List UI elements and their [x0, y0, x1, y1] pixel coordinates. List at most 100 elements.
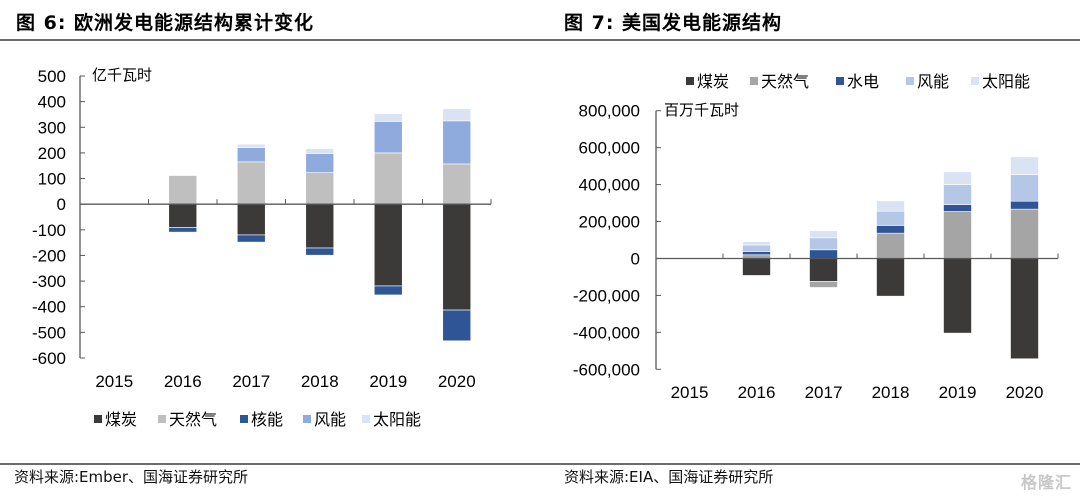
- x-tick-label: 2020: [1006, 383, 1044, 402]
- legend-label: 水电: [847, 72, 879, 91]
- legend-label: 风能: [917, 72, 949, 91]
- y-tick-label: -400: [32, 298, 66, 317]
- legend-swatch: [836, 77, 844, 85]
- legend-swatch: [240, 415, 248, 423]
- bar-segment: [742, 244, 771, 252]
- y-tick-label: 0: [631, 249, 640, 268]
- legend-label: 风能: [314, 410, 346, 429]
- bar-segment: [943, 204, 972, 212]
- y-tick-label: 100: [38, 170, 66, 189]
- bar-segment: [236, 161, 266, 205]
- y-tick-label: 500: [38, 67, 66, 86]
- legend-label: 煤炭: [105, 410, 137, 429]
- bar-segment: [442, 203, 472, 311]
- unit-label: 百万千瓦时: [664, 101, 739, 119]
- unit-label: 亿千瓦时: [92, 66, 152, 84]
- x-tick-label: 2016: [738, 383, 776, 402]
- figure-6-title: 图 6: 欧洲发电能源结构累计变化: [16, 12, 315, 34]
- y-tick-label: -100: [32, 221, 66, 240]
- y-tick-label: -600,000: [573, 360, 640, 379]
- bar-segment: [943, 171, 972, 185]
- x-tick-label: 2017: [805, 383, 843, 402]
- title-rule-left: [0, 39, 540, 41]
- source-note-left: 资料来源:Ember、国海证券研究所: [14, 468, 249, 486]
- bar-segment: [373, 203, 403, 287]
- y-tick-label: -600: [32, 349, 66, 368]
- bar-segment: [742, 258, 771, 276]
- y-tick-label: 400: [38, 93, 66, 112]
- source-rule-right: [540, 463, 1080, 465]
- bar-segment: [236, 203, 266, 236]
- bar-segment: [168, 174, 198, 176]
- x-tick-label: 2016: [164, 372, 202, 391]
- y-tick-label: 400,000: [579, 176, 640, 195]
- bar-segment: [305, 203, 335, 249]
- us-energy-structure-chart: 800,000 600,000 400,000 200,000 0 -200,000 -40…: [573, 72, 1059, 402]
- legend-label: 天然气: [761, 72, 809, 91]
- bar-segment: [442, 309, 472, 342]
- bar-segment: [876, 210, 905, 226]
- bar-segment: [943, 184, 972, 205]
- legend-swatch: [750, 77, 758, 85]
- bar-segment: [168, 227, 198, 233]
- legend-label: 太阳能: [982, 72, 1030, 91]
- europe-energy-change-chart: 500 400 300 200 100 0 -100 -200 -300 -400 -500 -600…: [32, 66, 492, 429]
- y-tick-label: 0: [57, 195, 66, 214]
- title-rule-right: [540, 39, 1080, 41]
- figure-7-title: 图 7: 美国发电能源结构: [564, 12, 783, 34]
- legend-swatch: [362, 415, 370, 423]
- legend-label: 煤炭: [697, 72, 729, 91]
- bar-segment: [809, 249, 838, 259]
- x-tick-label: 2019: [369, 372, 407, 391]
- bar-segment: [442, 163, 472, 205]
- bar-segment: [876, 258, 905, 297]
- bar-segment: [876, 225, 905, 234]
- legend-swatch: [94, 415, 102, 423]
- bar-segment: [1010, 258, 1039, 360]
- bar-segment: [809, 258, 838, 282]
- bar-segment: [1010, 200, 1039, 210]
- y-tick-label: -500: [32, 323, 66, 342]
- bar-segment: [305, 172, 335, 205]
- y-tick-label: -200: [32, 246, 66, 265]
- bar-segment: [742, 241, 771, 246]
- bar-segment: [1010, 174, 1039, 202]
- bar-segment: [305, 148, 335, 154]
- bar-segment: [742, 251, 771, 256]
- y-tick-label: 300: [38, 118, 66, 137]
- bar-segment: [305, 247, 335, 256]
- x-tick-label: 2015: [671, 383, 709, 402]
- bar-segment: [442, 120, 472, 165]
- legend-swatch: [686, 77, 694, 85]
- source-note-right: 资料来源:EIA、国海证券研究所: [564, 468, 774, 486]
- legend-swatch: [303, 415, 311, 423]
- bar-segment: [373, 152, 403, 205]
- bar-segment: [809, 281, 838, 288]
- bar-segment: [943, 258, 972, 334]
- bar-segment: [876, 232, 905, 259]
- bar-segment: [305, 153, 335, 173]
- y-tick-label: 200,000: [579, 213, 640, 232]
- x-tick-label: 2018: [872, 383, 910, 402]
- y-tick-label: 600,000: [579, 139, 640, 158]
- bar-segment: [373, 121, 403, 154]
- legend-label: 核能: [251, 410, 283, 429]
- bar-segment: [373, 113, 403, 122]
- legend-swatch: [158, 415, 166, 423]
- x-tick-label: 2018: [301, 372, 339, 391]
- watermark-logo: 格隆汇: [1020, 473, 1072, 492]
- legend-label: 太阳能: [373, 410, 421, 429]
- bar-segment: [1010, 208, 1039, 259]
- bar-segment: [809, 230, 838, 239]
- bar-segment: [373, 285, 403, 296]
- y-tick-label: 800,000: [579, 102, 640, 121]
- legend-swatch: [971, 77, 979, 85]
- legend-label: 天然气: [169, 410, 217, 429]
- bar-segment: [943, 211, 972, 259]
- y-tick-label: -200,000: [573, 286, 640, 305]
- legend-swatch: [906, 77, 914, 85]
- x-tick-label: 2017: [232, 372, 270, 391]
- x-tick-label: 2020: [438, 372, 476, 391]
- bar-segment: [236, 143, 266, 148]
- bar-segment: [442, 108, 472, 122]
